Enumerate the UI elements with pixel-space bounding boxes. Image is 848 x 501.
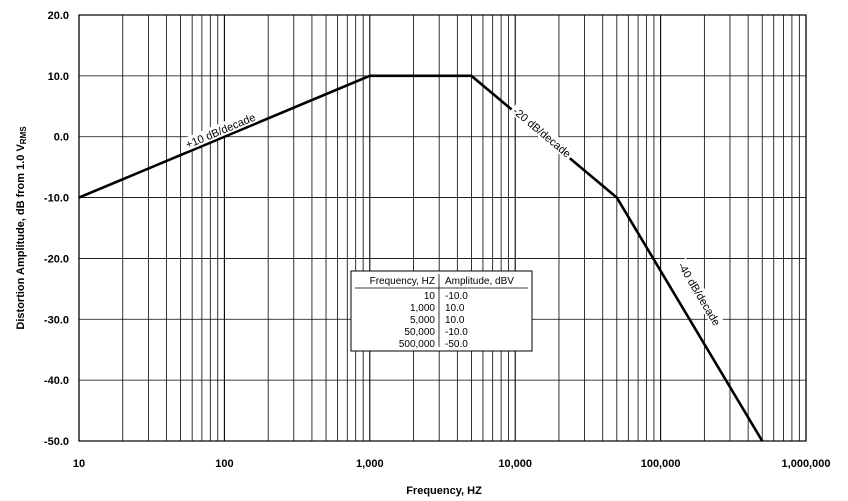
x-tick-labels: 10 100 1,000 10,000 100,000 1,000,000 [73, 458, 831, 470]
x-tick-label: 10 [73, 458, 85, 470]
x-tick-label: 100,000 [641, 458, 681, 470]
y-tick-label: -50.0 [44, 436, 69, 448]
y-axis-title: Distortion Amplitude, dB from 1.0 VRMS [15, 126, 28, 330]
grid-lines [78, 14, 807, 442]
y-tick-label: -10.0 [44, 193, 69, 205]
data-table: Frequency, HZ Amplitude, dBV 10 -10.0 1,000 1… [350, 270, 533, 352]
y-tick-label: -20.0 [44, 253, 69, 265]
table-header-amplitude: Amplitude, dBV [445, 276, 514, 287]
y-tick-label: -30.0 [44, 314, 69, 326]
plot-frame [78, 14, 807, 442]
table-cell-frequency: 5,000 [410, 315, 435, 326]
y-axis-title-main: Distortion Amplitude, dB from 1.0 V [15, 144, 27, 330]
y-tick-labels: 20.0 10.0 0.0 -10.0 -20.0 -30.0 -40.0 -50.0 [44, 10, 69, 448]
table-cell-amplitude: -10.0 [445, 291, 468, 302]
series-layer [78, 74, 764, 442]
y-tick-label: 20.0 [48, 10, 69, 22]
table-cell-amplitude: -10.0 [445, 327, 468, 338]
x-tick-label: 10,000 [498, 458, 532, 470]
slope-label-background [509, 102, 576, 162]
y-axis-title-sub: RMS [19, 126, 28, 144]
x-tick-label: 1,000 [356, 458, 384, 470]
y-tick-label: 10.0 [48, 71, 69, 83]
distortion-line [78, 74, 764, 442]
table-header-frequency: Frequency, HZ [370, 276, 435, 287]
slope-label-background [182, 109, 258, 151]
table-cell-frequency: 10 [424, 291, 436, 302]
x-tick-label: 100 [215, 458, 233, 470]
x-tick-label: 1,000,000 [782, 458, 831, 470]
table-cell-amplitude: 10.0 [445, 315, 465, 326]
y-tick-label: 0.0 [54, 132, 69, 144]
table-cell-amplitude: -50.0 [445, 339, 468, 350]
table-cell-frequency: 500,000 [399, 339, 436, 350]
table-cell-frequency: 1,000 [410, 303, 435, 314]
table-frame [350, 270, 533, 352]
table-cell-frequency: 50,000 [404, 327, 435, 338]
slope-label-background [674, 257, 725, 330]
x-axis-title: Frequency, HZ [406, 485, 482, 497]
y-tick-label: -40.0 [44, 375, 69, 387]
table-cell-amplitude: 10.0 [445, 303, 465, 314]
